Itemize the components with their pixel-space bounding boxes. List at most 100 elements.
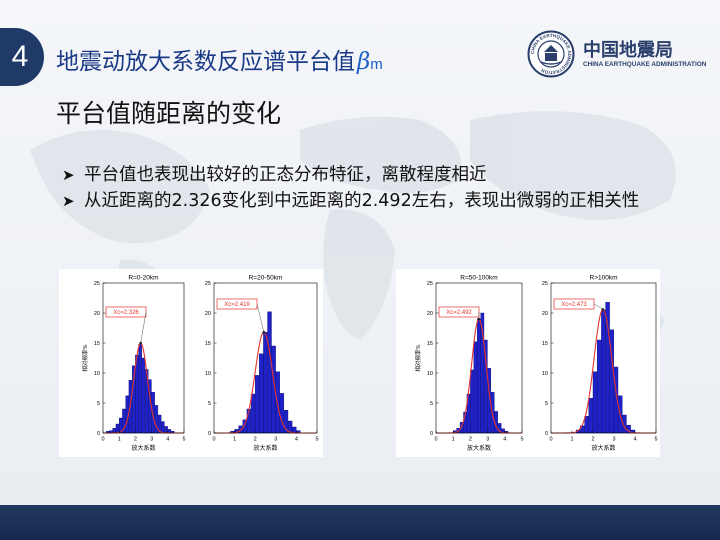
y-tick-label: 10 bbox=[94, 371, 100, 377]
histogram-bar bbox=[477, 318, 481, 434]
x-tick-label: 2 bbox=[134, 437, 137, 443]
x-tick-label: 3 bbox=[612, 437, 615, 443]
x-tick-label: 1 bbox=[233, 437, 236, 443]
y-tick-label: 0 bbox=[545, 431, 548, 437]
x-tick-label: 0 bbox=[212, 437, 215, 443]
y-tick-label: 20 bbox=[205, 311, 211, 317]
x-tick-label: 2 bbox=[254, 437, 257, 443]
histogram-bar bbox=[259, 353, 264, 434]
x-tick-label: 5 bbox=[654, 437, 657, 443]
x-tick-label: 4 bbox=[503, 437, 506, 443]
plot-frame bbox=[550, 282, 657, 434]
bullet-arrow-icon: ➤ bbox=[62, 192, 75, 210]
histogram-bar bbox=[246, 408, 252, 434]
bullet-text: 平台值也表现出较好的正态分布特征，离散程度相近 bbox=[84, 165, 487, 185]
panel-title: R=50-100km bbox=[460, 275, 497, 282]
x-tick-label: 3 bbox=[150, 437, 153, 443]
histogram-bar bbox=[588, 397, 594, 434]
y-tick-label: 15 bbox=[205, 341, 211, 347]
x-tick-label: 3 bbox=[486, 437, 489, 443]
y-tick-label: 25 bbox=[542, 281, 548, 287]
annotation-arrow bbox=[140, 311, 147, 344]
plot-frame bbox=[213, 282, 318, 434]
peak-marker bbox=[477, 317, 481, 321]
histogram-bar bbox=[112, 427, 116, 434]
bullet-list: ➤ 平台值也表现出较好的正态分布特征，离散程度相近 ➤ 从近距离的2.326变化… bbox=[62, 162, 702, 214]
histogram-bar bbox=[254, 375, 260, 434]
y-tick-label: 20 bbox=[427, 311, 433, 317]
y-tick-label: 0 bbox=[208, 431, 211, 437]
histogram-bar bbox=[279, 393, 285, 434]
slide-title: 地震动放大系数反应谱平台值βm bbox=[56, 42, 383, 76]
x-tick-label: 5 bbox=[520, 437, 523, 443]
y-tick-label: 25 bbox=[205, 281, 211, 287]
x-tick-label: 0 bbox=[549, 437, 552, 443]
section-number: 4 bbox=[11, 40, 29, 73]
histogram-figure-right: 0 1 2 3 4 5 0 5 10 15 20 25 R=50-100km 放大系数 相对频率% Xc=2.… bbox=[396, 269, 660, 457]
y-tick-label: 0 bbox=[430, 431, 433, 437]
x-tick-label: 0 bbox=[101, 437, 104, 443]
cea-logo: CHINA EARTHQUAKE ADMINISTRATION 中国地震局 CH… bbox=[527, 30, 707, 78]
bullet-arrow-icon: ➤ bbox=[62, 166, 75, 184]
x-tick-label: 4 bbox=[166, 437, 169, 443]
histogram-bar bbox=[473, 341, 478, 434]
y-axis-label: 相对频率% bbox=[81, 344, 89, 371]
x-tick-label: 4 bbox=[633, 437, 636, 443]
bullet-item: ➤ 从近距离的2.326变化到中远距离的2.492左右，表现出微弱的正相关性 bbox=[62, 188, 684, 214]
y-tick-label: 10 bbox=[205, 371, 211, 377]
cea-emblem-icon: CHINA EARTHQUAKE ADMINISTRATION bbox=[527, 30, 575, 78]
histogram-panel: 0 1 2 3 4 5 0 5 10 15 20 25 R>100km 放大系数 Xc=2.473 bbox=[542, 275, 658, 453]
x-axis-label: 放大系数 bbox=[591, 444, 615, 452]
xc-annotation-label: Xc=2.473 bbox=[561, 302, 587, 308]
plot-frame bbox=[435, 282, 523, 434]
annotation-arrow bbox=[593, 303, 604, 310]
x-tick-label: 1 bbox=[452, 437, 455, 443]
histogram-bar bbox=[267, 311, 272, 434]
panel-title: R>100km bbox=[590, 275, 618, 282]
histogram-figure-left-svg: 0 1 2 3 4 50510152025R=0-20km放大系数相对频率%Xc=2.32… bbox=[81, 275, 319, 453]
peak-marker bbox=[601, 308, 605, 311]
histogram-panel: 0 1 2 3 4 5 0 5 10 15 20 25 R=0-20km 放大系数 相对频率% Xc=2.32… bbox=[81, 275, 186, 453]
histogram-bar bbox=[470, 369, 474, 434]
panel-title: R=20-50km bbox=[249, 275, 283, 282]
y-tick-label: 10 bbox=[542, 371, 548, 377]
y-tick-label: 5 bbox=[208, 401, 211, 407]
slide-title-text: 地震动放大系数反应谱平台值 bbox=[56, 49, 355, 75]
slide-subtitle: 平台值随距离的变化 bbox=[56, 99, 282, 128]
plot-frame bbox=[102, 282, 185, 434]
histogram-bar bbox=[164, 426, 168, 434]
x-tick-label: 4 bbox=[295, 437, 298, 443]
xc-annotation-label: Xc=2.419 bbox=[224, 302, 250, 308]
bullet-item: ➤ 平台值也表现出较好的正态分布特征，离散程度相近 bbox=[62, 162, 702, 188]
logo-name-cn: 中国地震局 bbox=[583, 40, 673, 61]
peak-marker bbox=[262, 330, 266, 334]
x-tick-label: 1 bbox=[570, 437, 573, 443]
histogram-bar bbox=[141, 357, 146, 434]
histogram-bar bbox=[605, 302, 610, 434]
x-tick-label: 0 bbox=[434, 437, 437, 443]
histogram-bar bbox=[601, 309, 606, 434]
histogram-bar bbox=[596, 339, 602, 434]
peak-marker bbox=[139, 341, 142, 345]
y-tick-label: 20 bbox=[542, 311, 548, 317]
histogram-bar bbox=[592, 371, 598, 434]
histogram-figure-right-svg: 0 1 2 3 4 50510152025R=50-100km放大系数相对频率%Xc=2.… bbox=[414, 275, 658, 453]
section-badge: 4 bbox=[0, 28, 44, 86]
y-tick-label: 5 bbox=[430, 401, 433, 407]
logo-name-en: CHINA EARTHQUAKE ADMINISTRATION bbox=[583, 61, 707, 68]
footer-bar bbox=[0, 505, 720, 540]
histogram-bar bbox=[115, 423, 120, 434]
histogram-panel: 0 1 2 3 4 5 0 5 10 15 20 25 R=20-50km 放大系数 Xc=2.419 bbox=[205, 275, 319, 453]
xc-annotation-label: Xc=2.492 bbox=[446, 310, 472, 316]
x-axis-label: 放大系数 bbox=[131, 444, 155, 452]
histogram-panel: 0 1 2 3 4 5 0 5 10 15 20 25 R=50-100km 放大系数 相对频率% Xc=2.… bbox=[414, 275, 524, 453]
histogram-bar bbox=[250, 393, 256, 434]
histogram-bar bbox=[138, 343, 142, 434]
x-axis-label: 放大系数 bbox=[467, 444, 491, 452]
beta-symbol: β bbox=[357, 49, 371, 75]
y-tick-label: 15 bbox=[542, 341, 548, 347]
x-tick-label: 5 bbox=[182, 437, 185, 443]
annotation-arrow bbox=[256, 303, 265, 333]
x-tick-label: 1 bbox=[118, 437, 121, 443]
panel-title: R=0-20km bbox=[128, 275, 158, 282]
